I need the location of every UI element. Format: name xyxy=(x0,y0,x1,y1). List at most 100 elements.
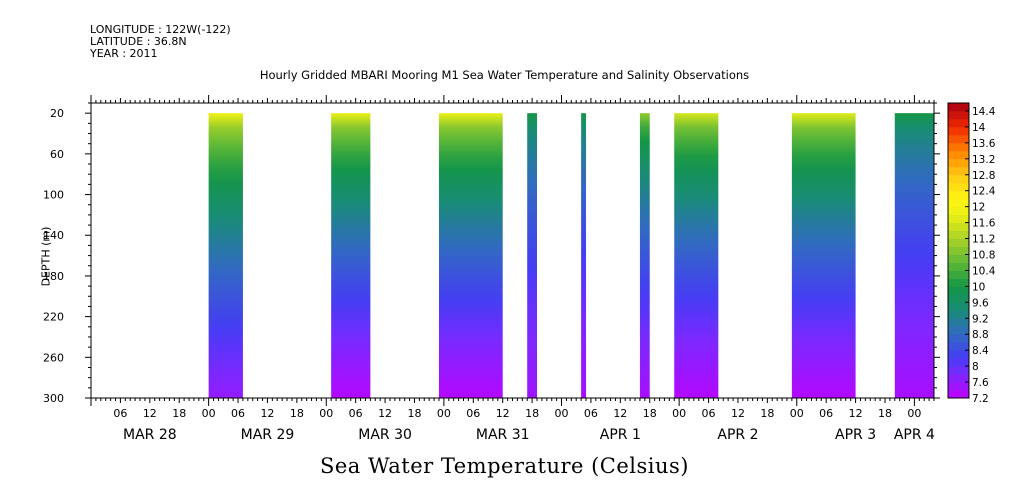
x-tick-label: 18 xyxy=(760,407,774,420)
colorbar-cell xyxy=(948,326,969,335)
colorbar-label: 9.2 xyxy=(972,313,989,325)
x-tick-label: 00 xyxy=(672,407,686,420)
colorbar-label: 8.8 xyxy=(972,329,989,341)
colorbar-label: 12 xyxy=(972,202,985,214)
colorbar-cell xyxy=(948,366,969,375)
x-tick-label: 12 xyxy=(143,407,157,420)
colorbar-label: 14.4 xyxy=(972,106,996,118)
colorbar-cell xyxy=(948,286,969,295)
colorbar-cell xyxy=(948,182,969,192)
colorbar-label: 12.8 xyxy=(972,170,995,182)
x-tick-label: 18 xyxy=(525,407,539,420)
colorbar-label: 9.6 xyxy=(972,297,989,309)
colorbar-label: 13.2 xyxy=(972,154,995,166)
data-segment xyxy=(527,113,538,398)
latitude-text: LATITUDE : 36.8N xyxy=(90,35,187,48)
colorbar-cell xyxy=(948,214,969,223)
colorbar-cell xyxy=(948,103,969,112)
data-segment xyxy=(331,113,371,398)
x-tick-label: 00 xyxy=(319,407,333,420)
x-tick-label: 00 xyxy=(202,407,216,420)
colorbar-cell xyxy=(948,166,969,176)
plot-area: 06 12 18 00 06 12 18 00 06 12 18 00 06 12 18 00 06 12 18 00… xyxy=(43,95,940,443)
colorbar-cell xyxy=(948,278,969,287)
data-segment xyxy=(208,113,243,398)
colorbar-cell xyxy=(948,198,969,208)
x-tick-label: 12 xyxy=(613,407,627,420)
x-tick-label: 00 xyxy=(437,407,451,420)
colorbar-label: 11.2 xyxy=(972,234,995,246)
colorbar-label: 8.4 xyxy=(972,345,989,357)
colorbar-label: 10 xyxy=(972,281,985,293)
x-day-label: APR 2 xyxy=(717,427,758,443)
x-tick-label: 18 xyxy=(643,407,657,420)
x-day-label: APR 1 xyxy=(600,427,641,443)
y-tick-label: 300 xyxy=(43,392,64,405)
y-tick-label: 140 xyxy=(43,229,64,242)
colorbar-label: 10.8 xyxy=(972,249,995,261)
colorbar-cell xyxy=(948,110,969,120)
y-tick-label: 60 xyxy=(50,148,64,161)
data-segment xyxy=(438,113,503,398)
x-tick-label: 06 xyxy=(113,407,127,420)
colorbar-cell xyxy=(948,158,969,168)
x-tick-label: 00 xyxy=(555,407,569,420)
data-segment xyxy=(581,113,587,398)
x-tick-label: 06 xyxy=(819,407,833,420)
data-segment xyxy=(674,113,719,398)
chart-title: Hourly Gridded MBARI Mooring M1 Sea Wate… xyxy=(259,68,750,82)
x-day-label: MAR 29 xyxy=(241,427,295,443)
colorbar-label: 7.6 xyxy=(972,377,989,389)
data-segment xyxy=(791,113,856,398)
colorbar-label: 7.2 xyxy=(972,393,989,405)
x-tick-label: 12 xyxy=(260,407,274,420)
colorbar-label: 13.6 xyxy=(972,138,996,150)
colorbar-label: 8 xyxy=(972,361,979,373)
x-tick-label: 12 xyxy=(731,407,745,420)
colorbar-cell xyxy=(948,222,969,231)
colorbar-cell xyxy=(948,342,969,351)
y-tick-label: 100 xyxy=(43,189,64,202)
x-day-label: MAR 30 xyxy=(358,427,412,443)
x-tick-label: 06 xyxy=(349,407,363,420)
colorbar-frame xyxy=(947,102,970,399)
colorbar-cell xyxy=(948,118,969,128)
colorbar-label: 12.4 xyxy=(972,186,996,198)
colorbar-cell xyxy=(948,134,969,144)
y-tick-label: 20 xyxy=(50,107,64,120)
data-segment xyxy=(639,113,650,398)
x-tick-label: 00 xyxy=(907,407,921,420)
colorbar-cell xyxy=(948,390,969,399)
colorbar-cell xyxy=(948,318,969,327)
x-tick-label: 12 xyxy=(496,407,510,420)
x-tick-label: 00 xyxy=(790,407,804,420)
colorbar-cell xyxy=(948,334,969,343)
x-tick-label: 12 xyxy=(378,407,392,420)
colorbar-cell xyxy=(948,262,969,271)
colorbar-cell xyxy=(948,270,969,279)
x-day-label: APR 3 xyxy=(835,427,876,443)
longitude-text: LONGITUDE : 122W(-122) xyxy=(90,23,231,36)
colorbar-cell xyxy=(948,174,969,184)
x-tick-label: 18 xyxy=(172,407,186,420)
x-tick-label: 12 xyxy=(849,407,863,420)
y-tick-label: 260 xyxy=(43,351,64,364)
colorbar-cell xyxy=(948,382,969,391)
x-day-label: MAR 28 xyxy=(123,427,177,443)
colorbar-cell xyxy=(948,238,969,247)
colorbar-cell xyxy=(948,142,969,152)
colorbar-cell xyxy=(948,254,969,263)
colorbar-cell xyxy=(948,358,969,367)
colorbar: 14.4 14 13.6 13.2 12.8 12.4 12 11.6 11.2 10.8 10.4… xyxy=(947,102,996,405)
x-tick-label: 18 xyxy=(407,407,421,420)
colorbar-cell xyxy=(948,230,969,239)
colorbar-label: 10.4 xyxy=(972,265,996,277)
year-text: YEAR : 2011 xyxy=(90,47,158,60)
data-segment xyxy=(894,113,934,398)
x-tick-label: 18 xyxy=(878,407,892,420)
x-tick-label: 06 xyxy=(584,407,598,420)
x-tick-label: 18 xyxy=(290,407,304,420)
colorbar-cell xyxy=(948,190,969,200)
x-tick-label: 06 xyxy=(702,407,716,420)
